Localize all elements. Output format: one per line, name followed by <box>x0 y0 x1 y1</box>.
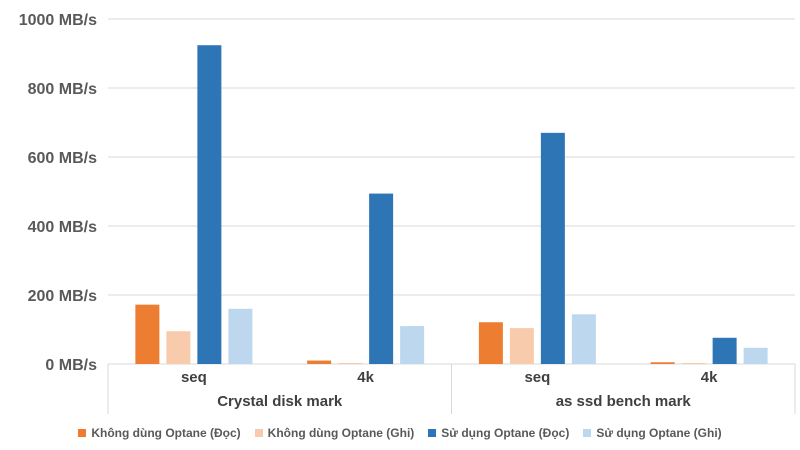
y-tick-label: 0 MB/s <box>45 357 97 374</box>
bar <box>135 304 160 364</box>
x-tick-label: seq <box>524 369 550 386</box>
bar <box>712 337 737 364</box>
y-tick-label: 1000 MB/s <box>19 12 97 29</box>
x-tick-label: seq <box>181 369 207 386</box>
bar <box>650 362 675 364</box>
x-tick-label: 4k <box>701 369 718 386</box>
bar <box>400 326 425 364</box>
legend-swatch <box>583 429 592 437</box>
y-tick-label: 800 MB/s <box>28 81 97 98</box>
legend-item: Không dùng Optane (Đọc) <box>78 426 241 440</box>
bar <box>571 314 596 364</box>
chart-legend: Không dùng Optane (Đọc) Không dùng Optane… <box>0 423 800 443</box>
legend-label: Không dùng Optane (Đọc) <box>91 426 241 440</box>
bar <box>478 322 503 364</box>
group-label: Crystal disk mark <box>217 393 343 410</box>
y-tick-label: 600 MB/s <box>28 150 97 167</box>
legend-swatch <box>428 429 437 437</box>
x-tick-label: 4k <box>357 369 374 386</box>
bar <box>540 132 565 364</box>
legend-swatch <box>254 429 263 437</box>
group-label: as ssd bench mark <box>556 393 692 410</box>
bar <box>166 331 191 364</box>
bar <box>197 45 222 364</box>
bar <box>369 193 394 364</box>
bar <box>338 362 363 364</box>
bar <box>307 360 332 364</box>
y-tick-label: 400 MB/s <box>28 219 97 236</box>
legend-item: Sử dụng Optane (Đọc) <box>428 426 569 440</box>
legend-label: Không dùng Optane (Ghi) <box>267 426 415 440</box>
bar <box>228 308 253 364</box>
bar <box>681 362 706 364</box>
legend-label: Sử dụng Optane (Đọc) <box>441 426 570 440</box>
bar-chart-plot: 0 MB/s 200 MB/s 400 MB/s 600 MB/s 800 MB/s 10… <box>19 12 796 414</box>
bar <box>509 328 534 364</box>
legend-item: Sử dụng Optane (Ghi) <box>583 426 722 440</box>
legend-label: Sử dụng Optane (Ghi) <box>596 426 722 440</box>
legend-item: Không dùng Optane (Ghi) <box>254 426 415 440</box>
legend-swatch <box>78 429 87 437</box>
y-tick-label: 200 MB/s <box>28 288 97 305</box>
bar <box>743 347 768 364</box>
